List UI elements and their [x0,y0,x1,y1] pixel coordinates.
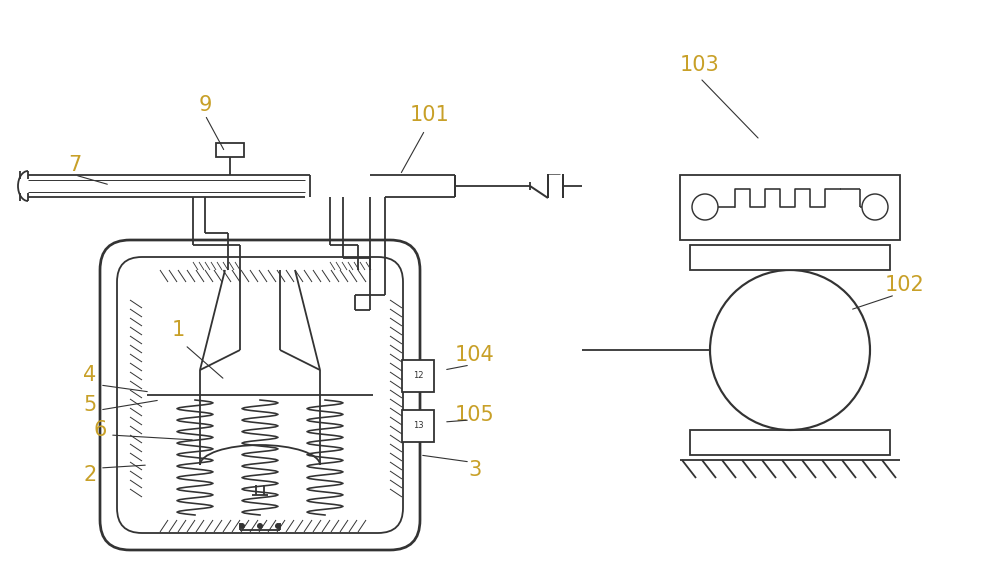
Text: 9: 9 [198,95,212,115]
Text: 13: 13 [413,422,423,431]
Bar [680,175,900,240]
FancyBboxPatch shape [100,240,420,550]
Text: 101: 101 [410,105,450,125]
Text: 4: 4 [83,365,97,385]
Bar [402,410,434,442]
Bar [690,430,890,455]
Bar [402,360,434,392]
Circle shape [257,523,263,529]
Text: 3: 3 [468,460,482,480]
Circle shape [862,194,888,220]
Text: 2: 2 [83,465,97,485]
Circle shape [692,194,718,220]
Circle shape [710,270,870,430]
Circle shape [275,523,281,529]
Text: 1: 1 [171,320,185,340]
Text: 7: 7 [68,155,82,175]
Text: 12: 12 [413,371,423,380]
Text: 102: 102 [885,275,925,295]
Bar [216,143,244,157]
Text: 104: 104 [455,345,495,365]
Text: 103: 103 [680,55,720,75]
FancyBboxPatch shape [117,257,403,533]
Text: 5: 5 [83,395,97,415]
Circle shape [239,523,245,529]
Bar [690,245,890,270]
Text: 6: 6 [93,420,107,440]
Text: 105: 105 [455,405,495,425]
